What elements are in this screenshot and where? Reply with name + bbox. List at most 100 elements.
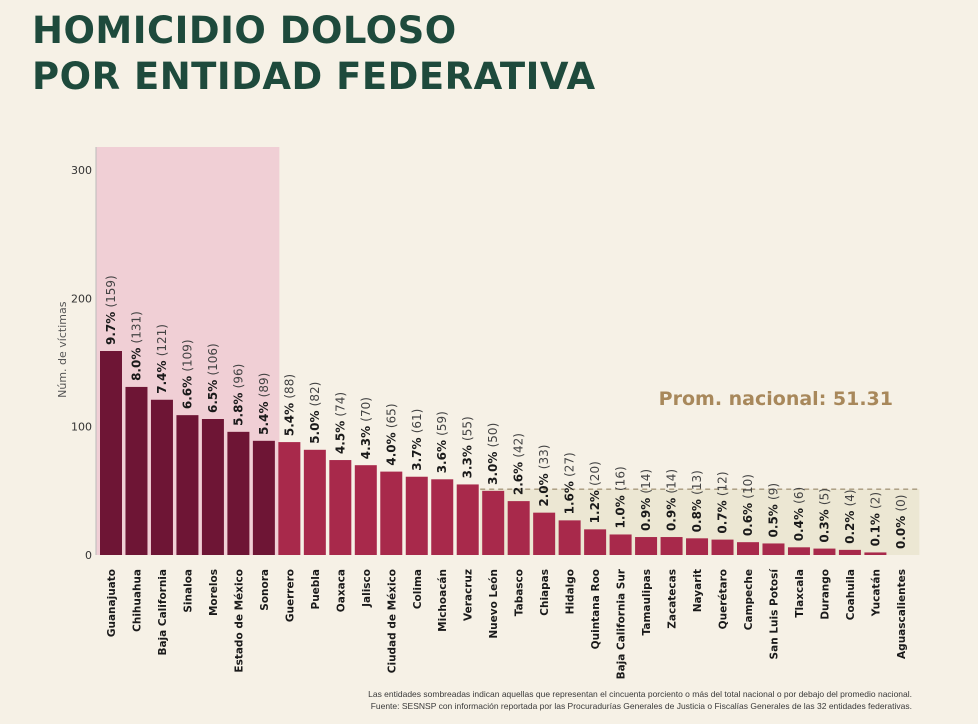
data-label-count: (109) <box>180 339 194 371</box>
data-label-percent: 3.6% <box>435 436 449 473</box>
category-label: Baja California <box>157 569 169 656</box>
data-label: 9.7% (159) <box>104 275 118 345</box>
data-label-percent: 4.5% <box>333 417 347 454</box>
bar <box>482 490 505 555</box>
category-label: Tlaxcala <box>794 569 806 618</box>
data-label-count: (88) <box>282 374 296 399</box>
category-label: Morelos <box>208 569 220 616</box>
y-tick-label: 0 <box>85 549 92 562</box>
data-label-count: (65) <box>384 403 398 428</box>
data-label-count: (50) <box>486 423 500 448</box>
category-label: Sinaloa <box>182 569 194 613</box>
data-label-percent: 9.7% <box>104 308 118 345</box>
y-tick-label: 100 <box>71 421 92 434</box>
data-label-percent: 1.6% <box>563 477 577 514</box>
bar <box>533 512 556 555</box>
data-label-percent: 1.0% <box>614 491 628 528</box>
y-tick-label: 200 <box>71 292 92 305</box>
data-label-count: (12) <box>716 471 730 496</box>
data-label: 1.2% (20) <box>588 461 602 523</box>
bar <box>635 537 658 555</box>
data-label-percent: 5.4% <box>257 397 271 434</box>
data-label-percent: 0.9% <box>639 494 653 531</box>
bar <box>787 547 810 555</box>
bar <box>227 431 250 555</box>
data-label: 0.9% (14) <box>665 469 679 531</box>
footnote-shading-note: Las entidades sombreadas indican aquella… <box>368 689 912 699</box>
data-label: 4.0% (65) <box>384 403 398 465</box>
footnote: Las entidades sombreadas indican aquella… <box>368 688 912 712</box>
data-label-count: (4) <box>843 489 857 506</box>
data-label-percent: 0.0% <box>894 512 908 549</box>
data-label-count: (2) <box>868 492 882 509</box>
data-label-percent: 1.2% <box>588 486 602 523</box>
category-label: Nuevo León <box>488 569 500 639</box>
bar <box>201 419 224 555</box>
bar <box>762 543 785 555</box>
data-label: 7.4% (121) <box>155 324 169 394</box>
data-label: 0.7% (12) <box>716 471 730 533</box>
data-label-count: (74) <box>333 392 347 417</box>
data-label-percent: 5.8% <box>231 388 245 425</box>
bar <box>584 529 607 555</box>
data-label-count: (13) <box>690 470 704 495</box>
category-label: Ciudad de México <box>386 569 398 673</box>
bar <box>686 538 709 555</box>
bar <box>329 460 352 555</box>
title-line-1: HOMICIDIO DOLOSO <box>32 9 457 52</box>
bar <box>609 534 632 555</box>
category-label: Tabasco <box>514 569 526 616</box>
bar <box>354 465 377 555</box>
page-title: HOMICIDIO DOLOSO POR ENTIDAD FEDERATIVA <box>32 8 596 100</box>
data-label-count: (6) <box>792 487 806 504</box>
data-label-percent: 3.3% <box>461 441 475 478</box>
data-label-count: (14) <box>639 469 653 494</box>
data-label-count: (82) <box>308 382 322 407</box>
data-label-count: (9) <box>766 483 780 500</box>
data-label-count: (96) <box>231 364 245 389</box>
category-label: Veracruz <box>463 569 475 621</box>
category-label: Hidalgo <box>565 569 577 614</box>
data-label: 3.7% (61) <box>410 409 424 471</box>
data-label-percent: 3.7% <box>410 433 424 470</box>
data-label-percent: 0.5% <box>766 500 780 537</box>
category-label: Campeche <box>743 569 755 630</box>
data-label-count: (89) <box>257 373 271 398</box>
category-label: Chiapas <box>539 569 551 616</box>
data-label: 4.3% (70) <box>359 397 373 459</box>
data-label-count: (131) <box>129 311 143 343</box>
data-label: 0.8% (13) <box>690 470 704 532</box>
category-label: Querétaro <box>718 569 730 629</box>
data-label-count: (70) <box>359 397 373 422</box>
data-label-percent: 0.3% <box>817 505 831 542</box>
data-label: 0.6% (10) <box>741 474 755 536</box>
data-label-percent: 6.6% <box>180 372 194 409</box>
bar <box>278 442 301 555</box>
data-label: 8.0% (131) <box>129 311 143 381</box>
category-label: Zacatecas <box>667 569 679 629</box>
data-label-percent: 2.6% <box>512 458 526 495</box>
data-label: 0.3% (5) <box>817 488 831 542</box>
data-label: 0.0% (0) <box>894 495 908 549</box>
category-label: Baja California Sur <box>616 568 628 679</box>
bar <box>838 549 861 555</box>
data-label: 3.6% (59) <box>435 411 449 473</box>
category-label: Puebla <box>310 569 322 610</box>
data-label-count: (61) <box>410 409 424 434</box>
bar <box>711 539 734 555</box>
data-label-percent: 3.0% <box>486 447 500 484</box>
data-label-count: (33) <box>537 445 551 470</box>
data-label-percent: 0.6% <box>741 499 755 536</box>
data-label: 2.6% (42) <box>512 433 526 495</box>
data-label: 5.8% (96) <box>231 364 245 426</box>
bar <box>813 548 836 555</box>
data-label-count: (14) <box>665 469 679 494</box>
category-label: Quintana Roo <box>590 569 602 649</box>
category-label: Estado de México <box>233 569 245 673</box>
data-label: 1.6% (27) <box>563 452 577 514</box>
data-label: 6.5% (106) <box>206 343 220 413</box>
data-label-percent: 0.1% <box>868 509 882 546</box>
footnote-source: Fuente: SESNSP con información reportada… <box>370 701 912 711</box>
data-label-percent: 2.0% <box>537 469 551 506</box>
